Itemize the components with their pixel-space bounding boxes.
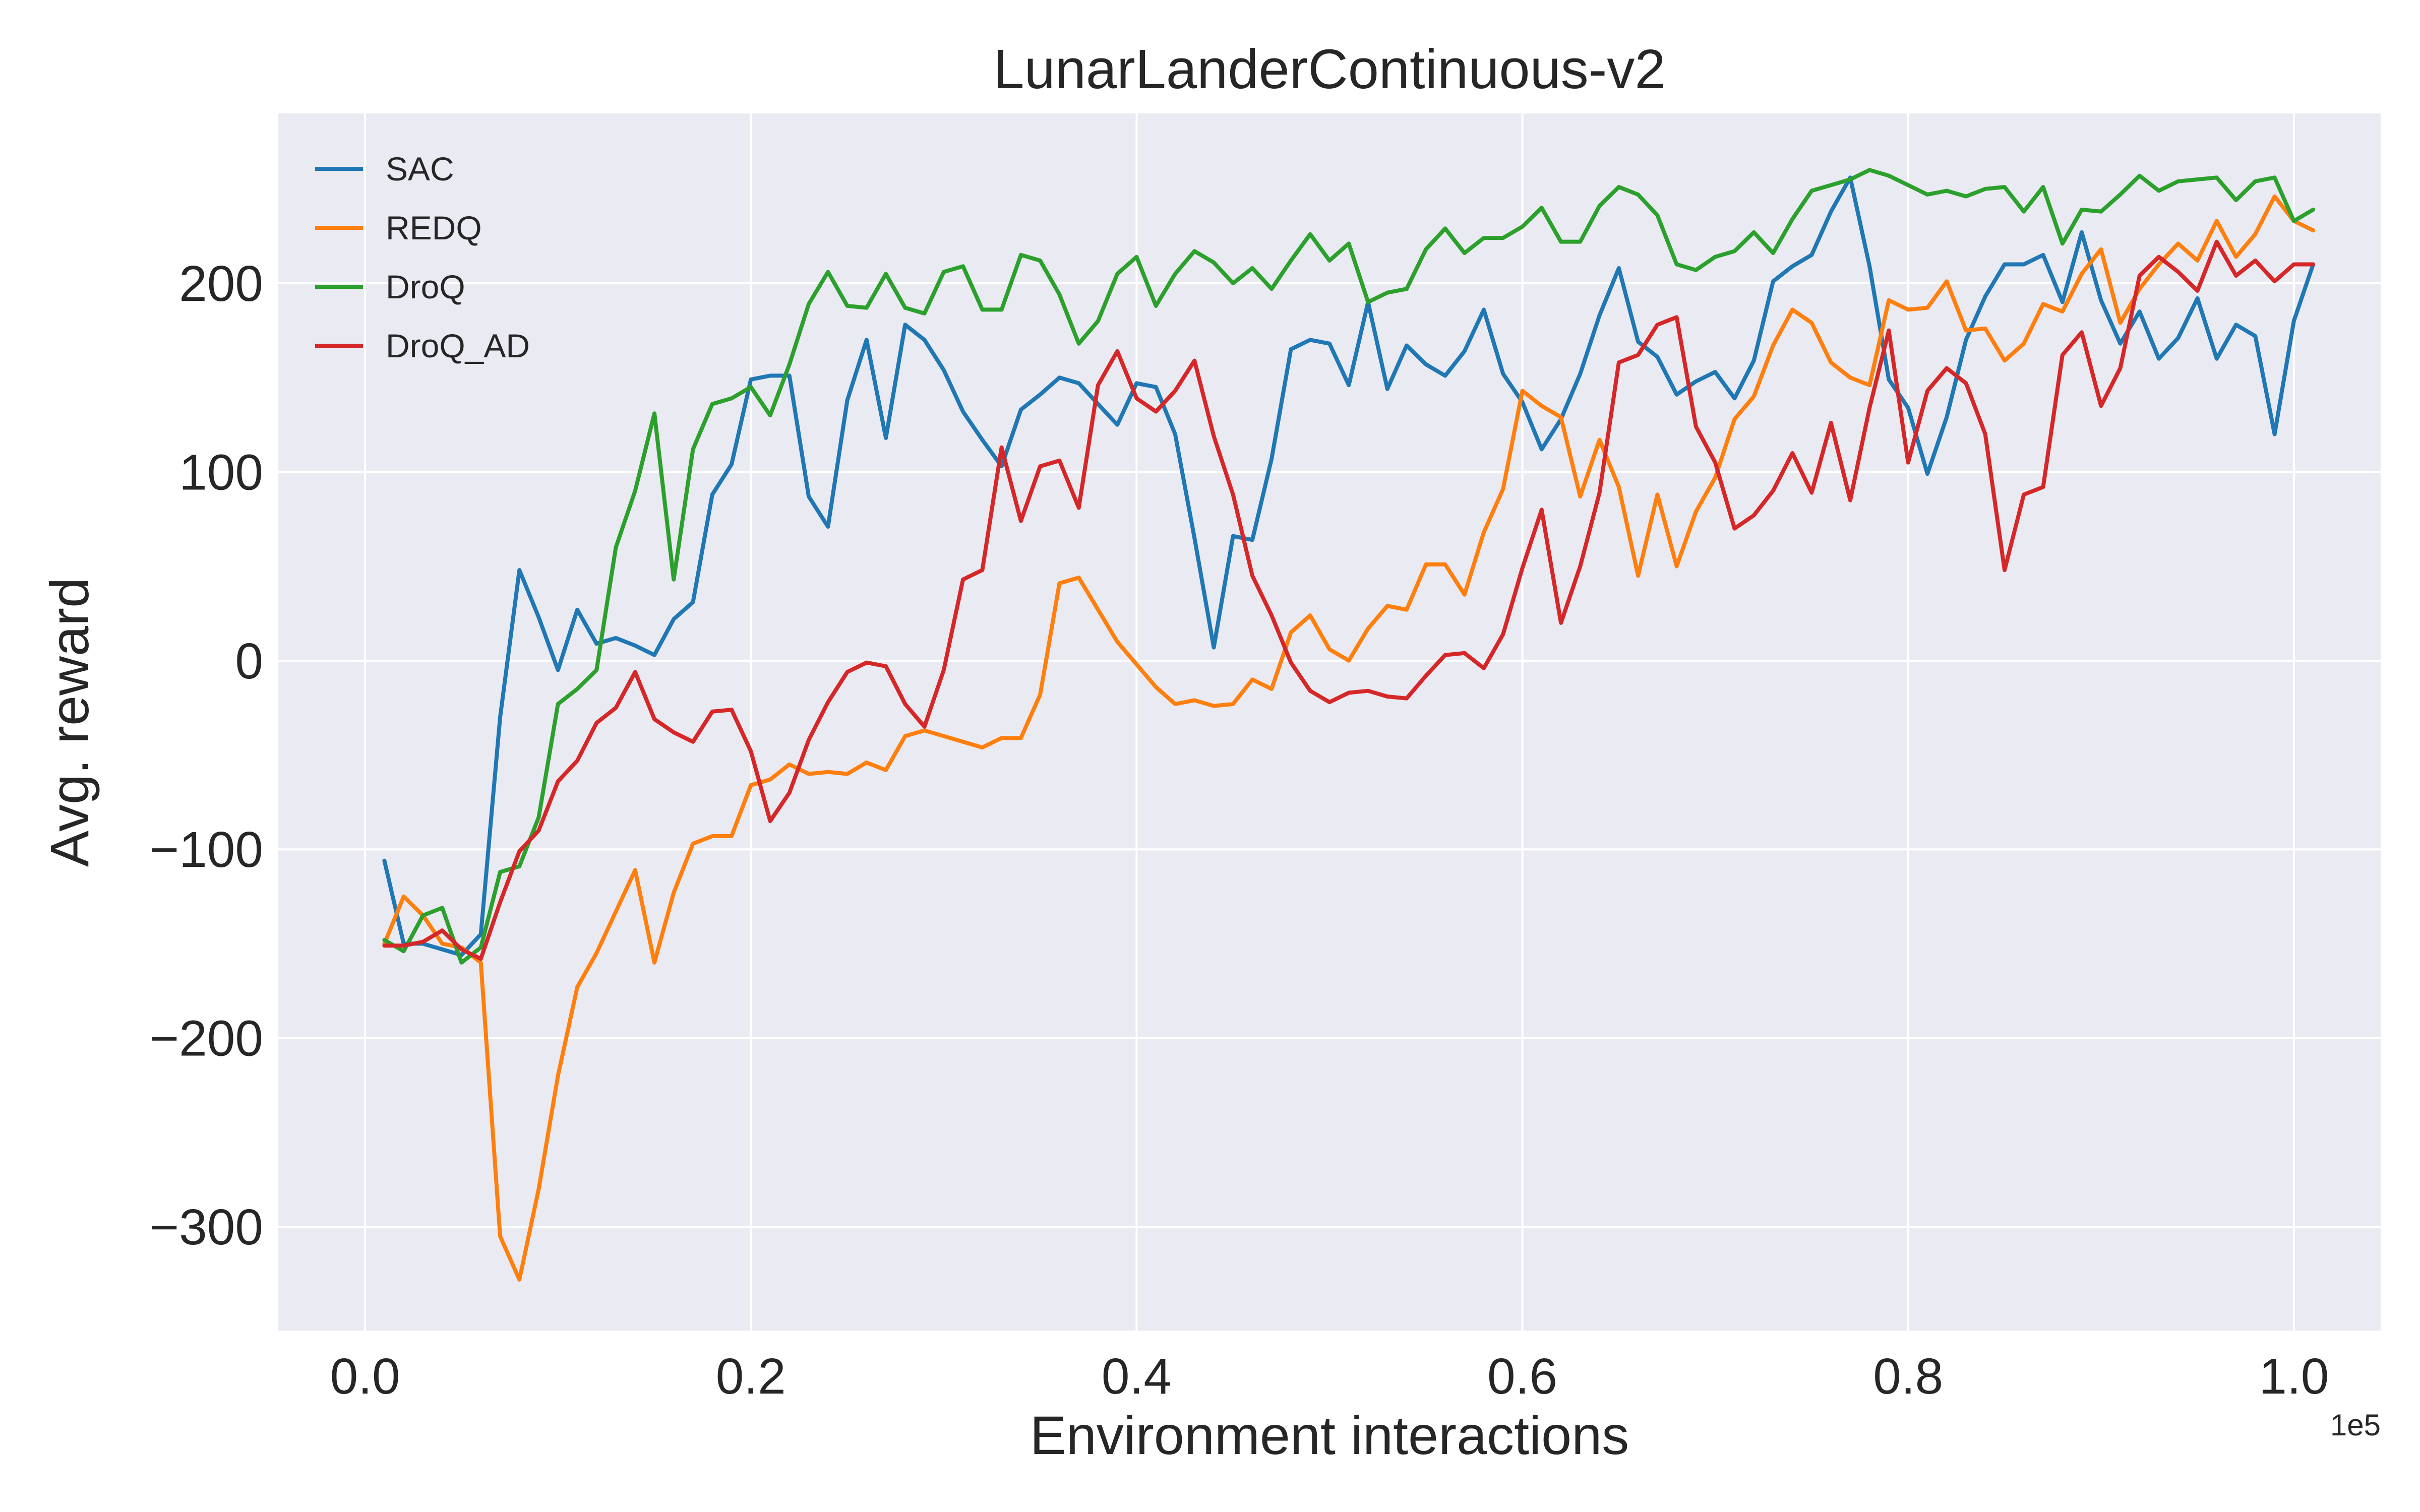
y-axis-label: Avg. reward	[39, 578, 100, 867]
x-tick-label: 0.2	[716, 1348, 786, 1405]
y-tick-label: −200	[150, 1011, 263, 1067]
x-offset-label: 1e5	[2330, 1408, 2381, 1442]
y-tick-label: 100	[179, 444, 263, 500]
x-axis-label: Environment interactions	[1030, 1405, 1629, 1466]
legend-label: DroQ_AD	[386, 327, 530, 364]
y-tick-label: 200	[179, 256, 263, 312]
chart-title: LunarLanderContinuous-v2	[993, 38, 1665, 100]
plot-area	[278, 113, 2381, 1331]
tick-labels: 0.0 0.2 0.4 0.6 0.8 1.0 −300 −200 −100 0 100 200	[150, 256, 2329, 1405]
series-lines	[382, 168, 2316, 1282]
x-tick-label: 0.4	[1102, 1348, 1172, 1405]
y-tick-label: −100	[150, 822, 263, 878]
legend: SAC REDQ DroQ DroQ_AD	[315, 150, 530, 364]
x-tick-label: 0.8	[1873, 1348, 1943, 1405]
series-line-sac	[382, 175, 2316, 957]
x-tick-label: 0.0	[330, 1348, 400, 1405]
y-tick-label: −300	[150, 1199, 263, 1255]
legend-label: DroQ	[386, 268, 465, 305]
x-tick-label: 1.0	[2259, 1348, 2329, 1405]
series-line-droq	[382, 168, 2316, 965]
legend-label: REDQ	[386, 209, 482, 246]
legend-label: SAC	[386, 150, 454, 187]
grid-lines	[278, 113, 2381, 1331]
series-line-droq-ad	[382, 239, 2316, 961]
series-line-redq	[382, 194, 2316, 1282]
y-tick-label: 0	[235, 633, 263, 689]
x-tick-label: 0.6	[1487, 1348, 1557, 1405]
